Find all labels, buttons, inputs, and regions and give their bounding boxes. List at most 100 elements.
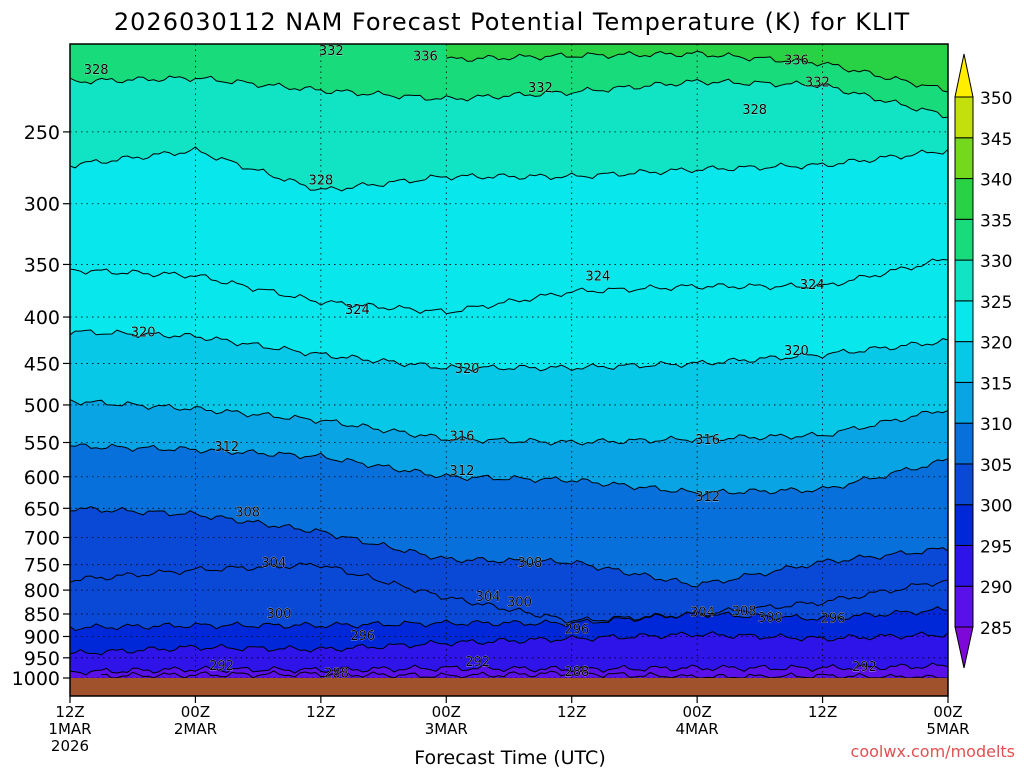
colorbar-label: 330 [980, 252, 1012, 272]
x-tick-label: 00Z [933, 703, 962, 721]
contour-line-336 [446, 50, 949, 93]
contour-label: 308 [235, 505, 260, 520]
ground-surface [70, 678, 948, 696]
contour-label: 336 [784, 53, 809, 68]
colorbar-label: 310 [980, 415, 1012, 435]
y-tick-label: 500 [24, 395, 60, 417]
contour-label: 312 [450, 464, 475, 479]
contour-label: 288 [324, 666, 349, 681]
contour-line-312 [69, 443, 949, 497]
contour-label: 320 [784, 344, 809, 359]
colorbar-swatch [954, 544, 974, 587]
contour-line-332 [69, 75, 949, 119]
contour-line-288 [101, 669, 948, 679]
temperature-fill-bands [70, 44, 948, 678]
colorbar-label: 285 [980, 619, 1012, 639]
contour-label: 328 [84, 63, 109, 78]
colorbar-label: 345 [980, 130, 1012, 150]
contour-label: 316 [695, 433, 720, 448]
colorbar-swatch [954, 218, 974, 261]
plot-frame [69, 43, 949, 697]
colorbar-swatch [954, 341, 974, 383]
contour-label: 304 [476, 590, 501, 605]
contour-label: 332 [319, 44, 344, 59]
y-tick-label: 600 [24, 467, 60, 489]
contour-label: 324 [585, 270, 610, 285]
y-tick-label: 450 [24, 353, 60, 375]
contour-label: 296 [350, 629, 375, 644]
colorbar-label: 300 [980, 497, 1012, 517]
contour-label: 312 [695, 490, 720, 505]
contour-line-328 [69, 146, 949, 192]
contour-label: 320 [455, 362, 480, 377]
y-tick-label: 700 [24, 527, 60, 549]
colorbar-swatch [954, 504, 974, 546]
contour-label: 300 [267, 607, 292, 622]
x-tick-label: 12Z [808, 703, 837, 721]
contour-label: 292 [209, 659, 234, 674]
colorbar-label: 320 [980, 334, 1012, 354]
colorbar-label: 315 [980, 374, 1012, 394]
contour-line-296 [69, 631, 949, 656]
source-credit: coolwx.com/modelts [851, 742, 1015, 761]
colorbar-label: 350 [980, 89, 1012, 109]
y-axis: 2503003504004505005506006507007508008509… [12, 122, 70, 690]
contour-label: 328 [742, 103, 767, 118]
colorbar-label: 340 [980, 171, 1012, 191]
contour-label: 336 [413, 50, 438, 65]
x-tick-label: 12Z [306, 703, 335, 721]
colorbar-swatch [954, 463, 974, 506]
x-tick-label: 2026 [51, 737, 89, 755]
y-tick-label: 800 [24, 580, 60, 602]
contour-lines [69, 50, 949, 679]
contour-line-324 [69, 258, 949, 315]
contour-label: 292 [852, 660, 877, 675]
contour-label: 288 [565, 665, 590, 680]
y-tick-label: 750 [24, 555, 60, 577]
x-tick-label: 5MAR [926, 720, 969, 738]
colorbar-swatch [954, 300, 974, 343]
y-tick-label: 550 [24, 432, 60, 454]
contour-label: 296 [821, 612, 846, 627]
contour-label: 312 [214, 440, 239, 455]
contour-label: 316 [450, 429, 475, 444]
x-tick-label: 12Z [557, 703, 586, 721]
contour-label: 324 [345, 303, 370, 318]
colorbar-label: 295 [980, 537, 1012, 557]
colorbar-bottom-arrow [954, 626, 974, 669]
contour-line-316 [69, 399, 949, 446]
contour-label: 328 [308, 173, 333, 188]
colorbar-label: 290 [980, 578, 1012, 598]
y-tick-label: 650 [24, 498, 60, 520]
x-tick-label: 1MAR [48, 720, 91, 738]
contour-label: 292 [465, 655, 490, 670]
contour-line-304 [69, 562, 949, 624]
contour-label: 320 [131, 326, 156, 341]
contour-label: 324 [800, 278, 825, 293]
x-tick-label: 12Z [55, 703, 84, 721]
contour-label: 296 [565, 623, 590, 638]
y-tick-label: 900 [24, 626, 60, 648]
x-tick-label: 00Z [181, 703, 210, 721]
y-tick-label: 1000 [12, 668, 60, 690]
x-tick-label: 00Z [432, 703, 461, 721]
colorbar-label: 335 [980, 211, 1012, 231]
contour-label: 308 [517, 556, 542, 571]
contour-label: 308 [732, 604, 757, 619]
contour-label: 332 [805, 76, 830, 91]
x-tick-label: 2MAR [174, 720, 217, 738]
colorbar-swatch [954, 178, 974, 220]
contour-label: 300 [758, 611, 783, 626]
colorbar-swatch [954, 422, 974, 465]
contour-line-308 [69, 506, 949, 588]
y-tick-label: 250 [24, 122, 60, 144]
y-tick-label: 400 [24, 307, 60, 329]
gridlines [70, 44, 948, 679]
colorbar-legend: 285 290 295 300 305 310 315 320 325 330 335 340 345 3… [954, 53, 1012, 669]
x-tick-label: 3MAR [425, 720, 468, 738]
chart-title: 2026030112 NAM Forecast Potential Temper… [114, 8, 910, 36]
colorbar-label: 325 [980, 293, 1012, 313]
contour-label: 332 [528, 81, 553, 96]
fill-band-332 [70, 44, 948, 118]
